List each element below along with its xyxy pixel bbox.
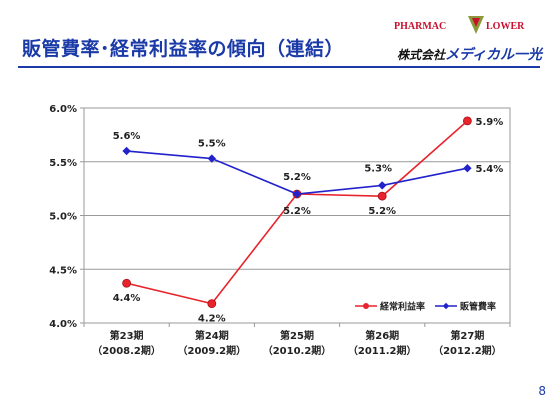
y-tick-label: 6.0% [49,104,77,115]
x-tick-label: 第27期 [450,329,484,342]
data-label: 5.2% [283,172,311,183]
data-point [377,191,387,201]
company-name: 株式会社メディカル一光 [397,44,542,64]
data-point [122,278,131,288]
x-tick-sublabel: （2008.2期） [92,344,161,357]
legend-marker [442,302,450,310]
x-tick-sublabel: （2010.2期） [263,344,332,357]
x-tick-label: 第23期 [110,329,144,342]
x-tick-label: 第25期 [280,329,314,342]
data-point [462,116,472,126]
data-label: 5.6% [113,131,141,142]
data-label: 4.2% [198,314,226,325]
data-label: 4.4% [113,293,141,304]
data-label: 5.2% [283,206,311,217]
company-prefix: 株式会社 [396,48,445,62]
data-point [122,146,131,156]
x-tick-sublabel: （2009.2期） [178,344,247,357]
data-point [292,189,302,199]
y-tick-label: 4.0% [49,319,77,330]
legend-label: 販管費率 [460,301,496,313]
legend-marker [363,303,369,309]
data-point [207,154,216,163]
data-label: 5.3% [364,163,392,174]
y-tick-label: 5.5% [49,158,77,169]
data-point [463,164,472,173]
brand-word-2: LOWER [486,21,525,32]
x-tick-sublabel: （2011.2期） [348,344,417,357]
x-tick-label: 第26期 [365,329,399,342]
x-tick-label: 第24期 [195,329,229,342]
data-label: 5.9% [476,117,504,128]
flower-logo-icon [468,16,484,34]
y-tick-label: 4.5% [49,265,77,276]
brand-word-1: PHARMAC [394,21,447,32]
brand-logo: PHARMAC LOWER [394,14,544,38]
x-tick-sublabel: （2012.2期） [433,344,502,357]
page-number: 8 [538,384,546,398]
company-name-main: メディカル一光 [444,47,542,63]
data-point [378,181,387,190]
data-point [207,299,217,309]
page-title: 販管費率･経常利益率の傾向（連結） [22,38,345,60]
data-label: 5.4% [476,164,504,175]
data-label: 5.2% [368,206,396,217]
legend-label: 経常利益率 [380,301,425,313]
y-tick-label: 5.0% [49,212,77,223]
title-divider [18,66,540,68]
data-label: 5.5% [198,139,226,150]
